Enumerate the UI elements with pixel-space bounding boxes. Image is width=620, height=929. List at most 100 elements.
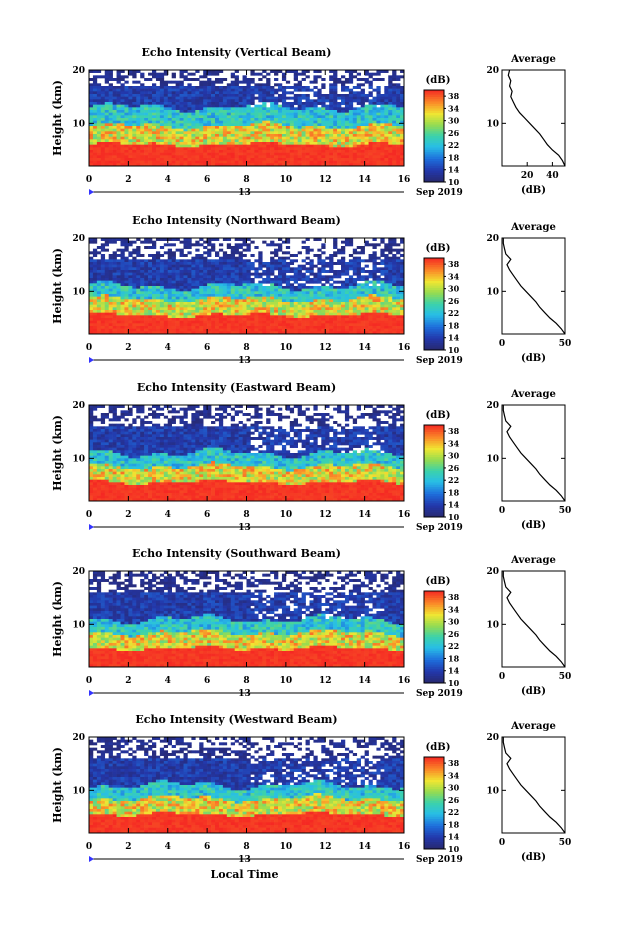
average-y-tick-label: 20 (486, 567, 499, 577)
x-tick-label: 2 (125, 510, 131, 520)
x-tick-label: 14 (358, 510, 371, 520)
x-tick-label: 6 (204, 175, 210, 185)
colorbar-tick-label: 26 (448, 629, 460, 639)
colorbar-label: (dB) (426, 742, 451, 753)
average-profile-line (507, 69, 566, 167)
colorbar: 10 14 18 22 26 30 34 38 (423, 756, 460, 854)
x-tick-label: 6 (204, 676, 210, 686)
colorbar-tick-label: 14 (448, 333, 460, 343)
colorbar-tick-label: 10 (448, 678, 460, 688)
average-x-tick-label: 50 (559, 838, 572, 848)
x-tick-label: 8 (243, 842, 249, 852)
colorbar-tick-label: 10 (448, 177, 460, 187)
x-tick-label: 12 (319, 343, 332, 353)
y-tick-label: 20 (72, 234, 85, 244)
average-title: Average (510, 222, 556, 233)
colorbar-tick-label: 18 (448, 653, 460, 663)
y-tick-label: 20 (72, 567, 85, 577)
colorbar-tick-label: 38 (448, 259, 460, 269)
colorbar: 10 14 18 22 26 30 34 38 (423, 89, 460, 187)
heatmap-cells (89, 571, 405, 668)
panel-title: Echo Intensity (Vertical Beam) (141, 46, 331, 59)
beam-panel-3: Echo Intensity (Southward Beam) 0 2 4 6 8 10 12… (51, 547, 571, 699)
colorbar-label: (dB) (426, 75, 451, 86)
x-tick-label: 12 (319, 842, 332, 852)
average-y-tick-label: 10 (486, 287, 499, 297)
x-tick-label: 0 (86, 842, 92, 852)
beam-panel-1: Echo Intensity (Northward Beam) 0 2 4 6 8 10 12… (51, 214, 571, 366)
average-x-tick-label: 40 (546, 171, 559, 181)
colorbar-tick-label: 22 (448, 807, 459, 817)
x-tick-label: 2 (125, 676, 131, 686)
x-tick-label: 16 (398, 510, 411, 520)
x-tick-label: 8 (243, 175, 249, 185)
x-tick-label: 10 (280, 842, 293, 852)
month-label: Sep 2019 (416, 855, 463, 865)
date-label: 13 (238, 188, 251, 198)
date-label: 13 (238, 356, 251, 366)
x-tick-label: 10 (280, 175, 293, 185)
colorbar-tick-label: 18 (448, 819, 460, 829)
average-x-tick-label: 0 (499, 838, 505, 848)
month-label: Sep 2019 (416, 356, 463, 366)
colorbar-tick-label: 14 (448, 500, 460, 510)
average-y-tick-label: 20 (486, 234, 499, 244)
panel-title: Echo Intensity (Northward Beam) (132, 214, 341, 227)
panel-title: Echo Intensity (Eastward Beam) (137, 381, 336, 394)
average-profile-line (502, 238, 566, 335)
month-label: Sep 2019 (416, 689, 463, 699)
x-tick-label: 12 (319, 676, 332, 686)
average-y-tick-label: 20 (486, 733, 499, 743)
colorbar-tick-label: 22 (448, 308, 459, 318)
x-tick-label: 16 (398, 842, 411, 852)
y-tick-label: 10 (72, 287, 85, 297)
average-xlabel: (dB) (521, 185, 546, 196)
average-y-tick-label: 10 (486, 620, 499, 630)
colorbar-tick-label: 30 (448, 617, 460, 627)
x-tick-label: 8 (243, 510, 249, 520)
average-profile-line (502, 571, 566, 668)
y-axis-label: Height (km) (51, 747, 64, 823)
average-frame (501, 69, 566, 167)
panel-title: Echo Intensity (Westward Beam) (135, 713, 337, 726)
average-frame (501, 570, 566, 668)
colorbar-tick-label: 18 (448, 152, 460, 162)
y-axis-label: Height (km) (51, 80, 64, 156)
y-tick-label: 10 (72, 119, 85, 129)
colorbar-label: (dB) (426, 410, 451, 421)
average-x-tick-label: 0 (499, 506, 505, 516)
x-tick-label: 4 (165, 676, 171, 686)
colorbar-tick-label: 18 (448, 320, 460, 330)
average-x-tick-label: 50 (559, 672, 572, 682)
average-y-tick-label: 20 (486, 401, 499, 411)
x-tick-label: 2 (125, 343, 131, 353)
x-tick-label: 4 (165, 343, 171, 353)
colorbar-tick-label: 34 (448, 103, 460, 113)
y-axis-label: Height (km) (51, 415, 64, 491)
colorbar-label: (dB) (426, 243, 451, 254)
month-label: Sep 2019 (416, 523, 463, 533)
x-axis-label: Local Time (211, 868, 279, 881)
average-x-tick-label: 50 (559, 506, 572, 516)
x-tick-label: 0 (86, 510, 92, 520)
average-frame (501, 736, 566, 834)
colorbar-tick-label: 14 (448, 165, 460, 175)
x-tick-label: 6 (204, 343, 210, 353)
colorbar-tick-label: 26 (448, 128, 460, 138)
month-label: Sep 2019 (416, 188, 463, 198)
colorbar-tick-label: 10 (448, 844, 460, 854)
colorbar-tick-label: 22 (448, 140, 459, 150)
date-label: 13 (238, 689, 251, 699)
average-y-tick-label: 10 (486, 454, 499, 464)
y-tick-label: 10 (72, 620, 85, 630)
heatmap-cells (89, 405, 405, 502)
beam-panel-4: Echo Intensity (Westward Beam) 0 2 4 6 8 10 12 1… (51, 713, 571, 865)
average-x-tick-label: 20 (521, 171, 534, 181)
average-x-tick-label: 50 (559, 339, 572, 349)
x-tick-label: 10 (280, 510, 293, 520)
y-tick-label: 20 (72, 401, 85, 411)
x-tick-label: 16 (398, 343, 411, 353)
average-title: Average (510, 54, 556, 65)
colorbar-tick-label: 22 (448, 475, 459, 485)
